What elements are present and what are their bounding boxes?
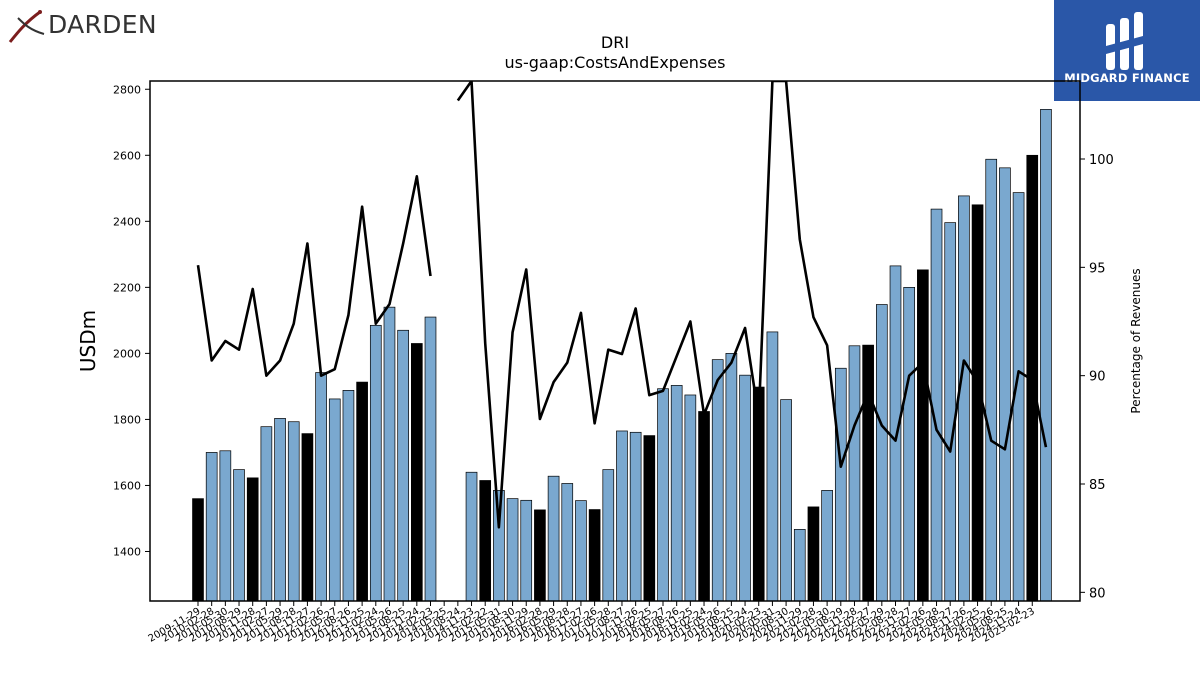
bar [821,490,833,602]
bar [643,435,656,602]
y-tick-label: 1800 [113,413,141,426]
bar [711,359,724,602]
left-axis: 1400 1600 1800 2000 2200 2400 2600 2800 [113,83,150,558]
y-tick-label: 2000 [113,347,141,360]
bar [233,469,245,602]
bar [752,386,765,602]
bar [575,500,587,602]
bar [958,195,970,602]
chart-subtitle: us-gaap:CostsAndExpenses [505,53,726,72]
bar [917,269,929,602]
bar [342,390,355,602]
y-tick-label: 2600 [113,149,141,162]
y2-axis-label: Percentage of Revenues [1129,268,1143,413]
bar [465,471,478,602]
bar [274,418,286,602]
bar [287,421,300,602]
bar [411,343,423,602]
darden-logo: DARDEN [4,4,164,48]
y2-tick-label: 100 [1089,153,1114,168]
midgard-emblem-icon [1106,12,1143,70]
bar [834,367,847,602]
y2-tick-label: 95 [1089,261,1106,276]
bar [889,265,902,602]
bar [903,287,916,602]
bar [192,498,204,602]
bar [205,452,218,602]
bar [315,372,327,602]
midgard-logo-text: MIDGARD FINANCE [1064,71,1190,85]
y2-tick-label: 80 [1089,586,1106,601]
midgard-finance-logo: MIDGARD FINANCE [1054,0,1200,101]
y2-tick-label: 90 [1089,370,1106,385]
y-tick-label: 2400 [113,215,141,228]
bar [547,475,560,602]
bar [397,329,409,602]
bar [328,398,341,602]
bar [301,433,314,602]
bar [602,469,615,602]
bar [944,222,957,602]
bar [616,430,628,602]
bar [766,331,779,602]
darden-logo-text: DARDEN [48,10,157,39]
bar [534,509,546,602]
plot-frame [149,80,1081,602]
bar [356,381,368,602]
darden-swoosh-icon [8,10,45,43]
bar [424,316,437,602]
bar [780,399,792,602]
y2-tick-label: 85 [1089,478,1106,493]
bar [493,490,505,602]
bar [383,306,396,602]
bar [725,353,738,602]
bar [657,388,669,602]
bar [698,411,710,602]
line-group [196,81,1048,529]
bar [219,450,232,602]
bar [999,167,1011,602]
bar [862,344,874,602]
bar [246,477,259,602]
bars-group [192,109,1052,602]
bar [479,480,492,602]
bar [1040,109,1052,602]
bar [506,498,519,602]
bar [739,374,751,602]
right-axis: 80 85 90 95 100 [1080,153,1114,601]
bar [520,499,533,602]
bar [260,426,273,602]
bar [793,529,806,602]
y-tick-label: 1600 [113,479,141,492]
bar [670,385,683,602]
y-tick-label: 2800 [113,83,141,96]
bar [985,158,998,602]
percentage-line [196,81,1048,529]
y-tick-label: 1400 [113,545,141,558]
bar [848,345,861,602]
bar [588,509,601,602]
bar [369,324,382,602]
x-axis: 2009-11-292010-02-282010-05-302010-08-29… [147,601,1037,645]
bar [629,431,642,602]
chart-title: DRI [601,33,629,52]
bar [561,483,574,602]
bar [875,304,888,602]
bar [684,394,697,602]
bar [807,506,820,602]
y-tick-label: 2200 [113,281,141,294]
y-axis-label: USDm [76,310,100,372]
